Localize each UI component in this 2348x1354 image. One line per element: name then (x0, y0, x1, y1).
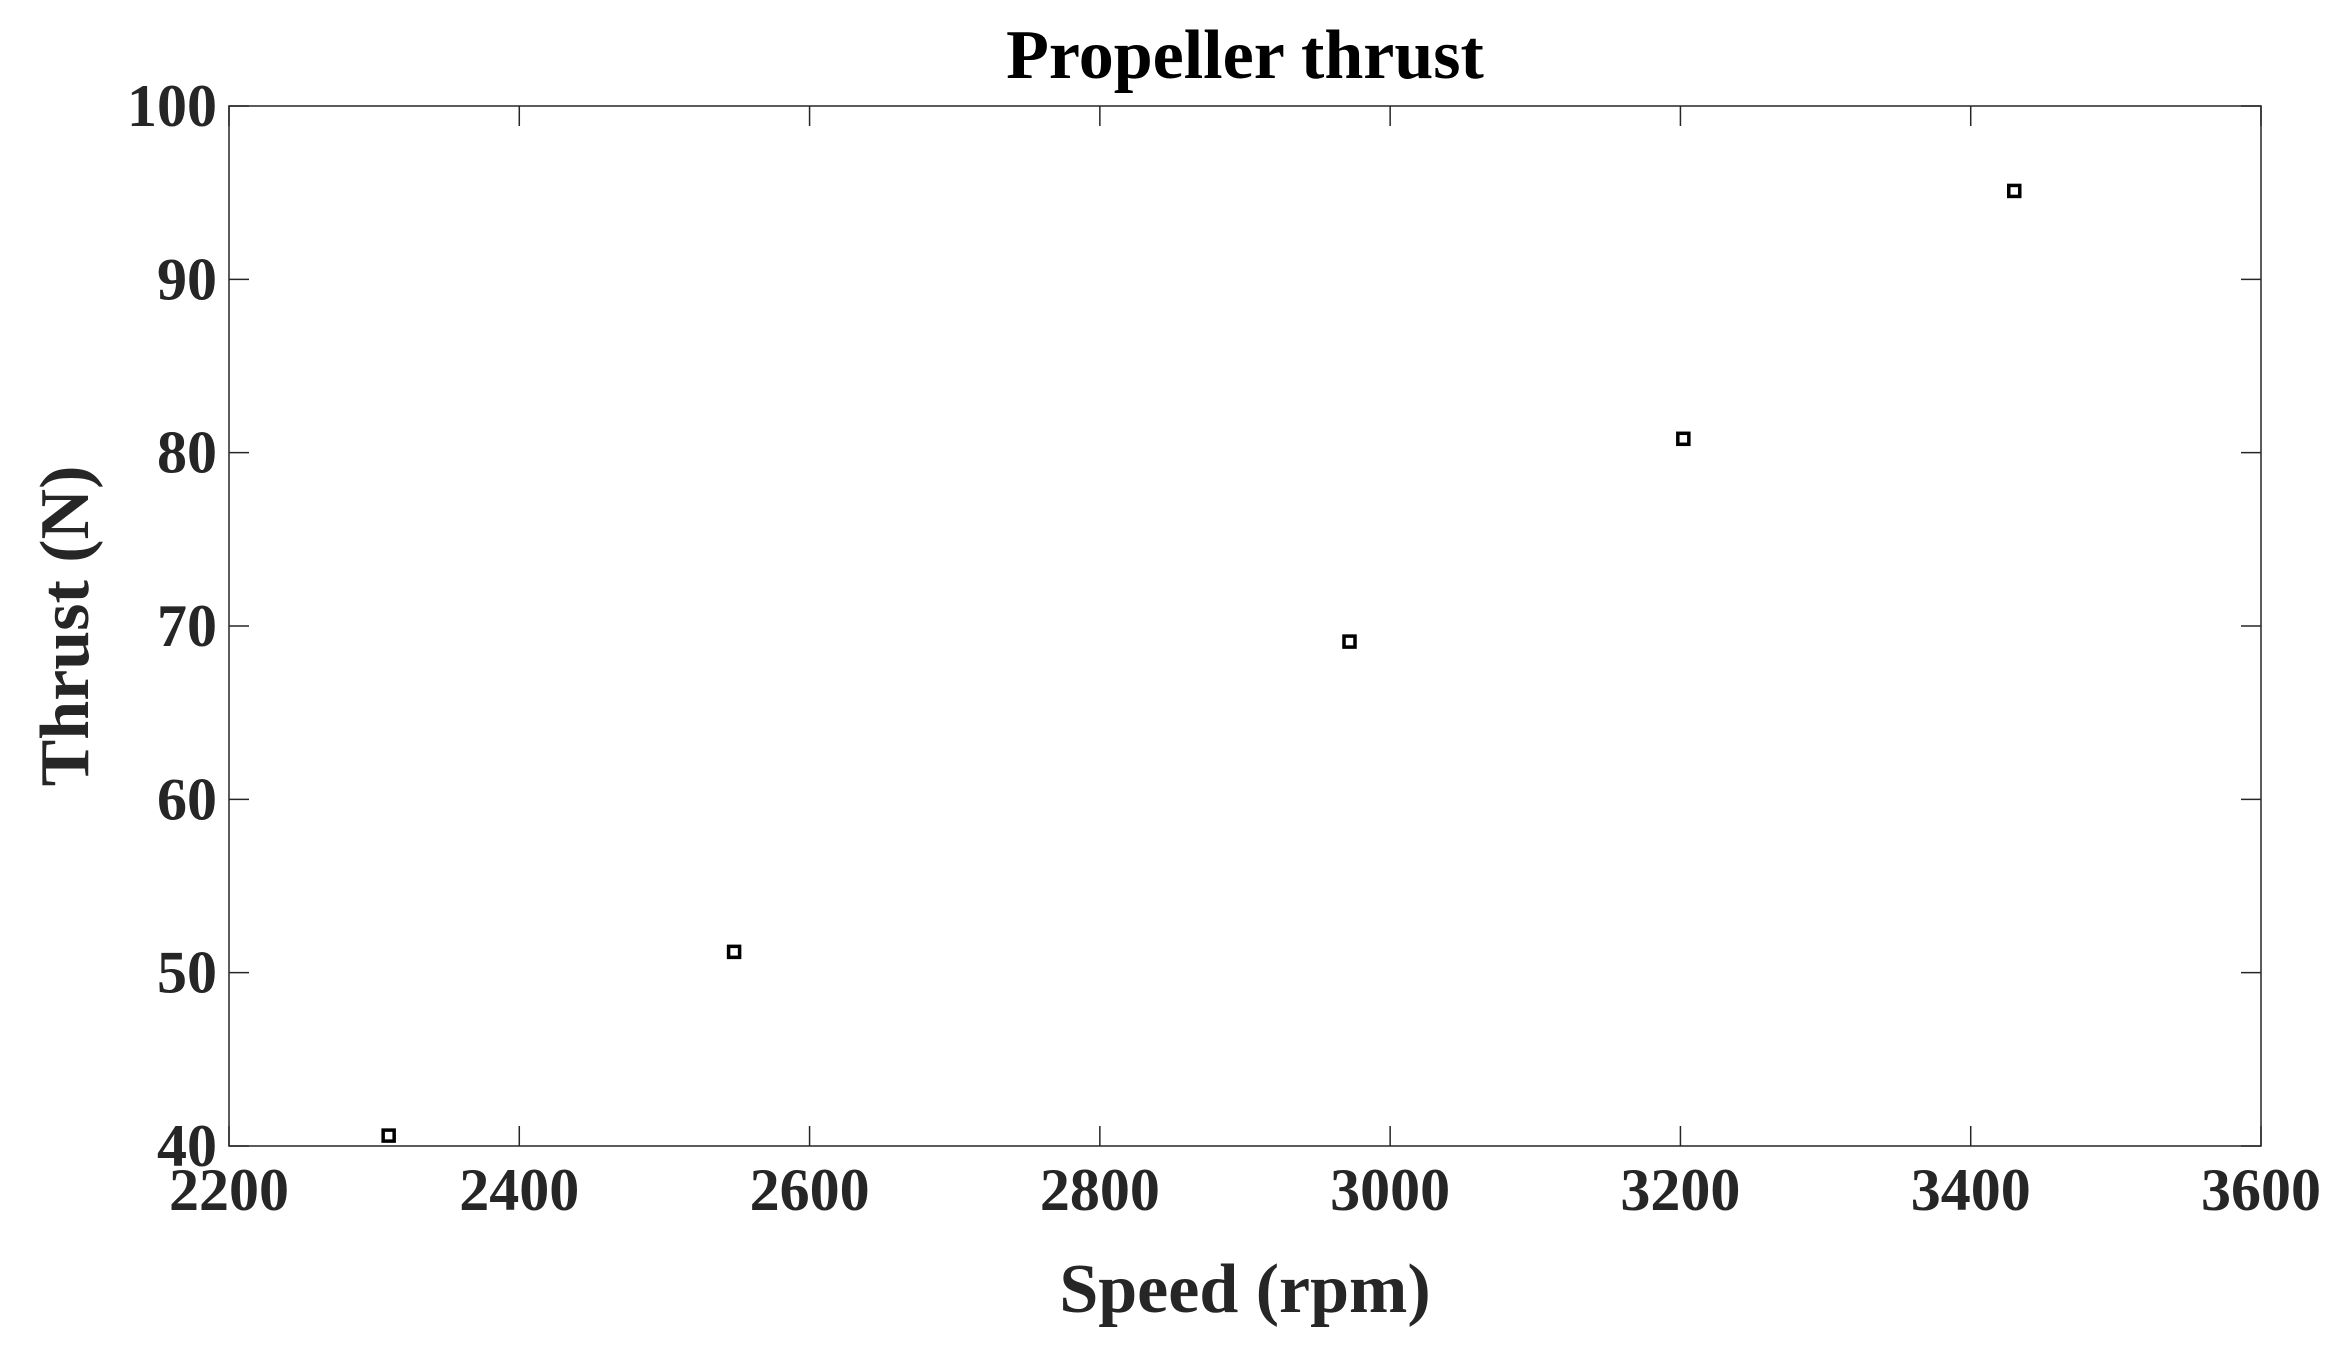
chart-title: Propeller thrust (1006, 17, 1484, 94)
data-point (2007, 183, 2022, 199)
x-tick-label: 3000 (1330, 1157, 1450, 1223)
data-point (1342, 634, 1357, 649)
x-tick-label: 2800 (1040, 1157, 1160, 1223)
y-tick-label: 90 (157, 246, 217, 312)
y-axis-label: Thrust (N) (27, 466, 104, 787)
y-tick-label: 60 (157, 766, 217, 832)
x-axis-label: Speed (rpm) (1059, 1251, 1430, 1328)
x-tick-label: 2400 (459, 1157, 579, 1223)
data-point (381, 1128, 396, 1143)
x-tick-label: 3400 (1911, 1157, 2031, 1223)
y-tick-label: 50 (157, 940, 217, 1006)
data-point (1676, 431, 1691, 447)
y-tick-label: 80 (157, 420, 217, 486)
y-axis: 40 50 60 70 80 90 100 (127, 73, 2261, 1179)
y-tick-label: 40 (157, 1113, 217, 1179)
x-tick-label: 3200 (1620, 1157, 1740, 1223)
x-tick-label: 3600 (2201, 1157, 2321, 1223)
y-tick-label: 70 (157, 593, 217, 659)
data-point (726, 944, 742, 960)
x-axis: 2200 2400 2600 2800 3000 3200 3400 3600 (169, 106, 2321, 1223)
x-tick-label: 2600 (750, 1157, 870, 1223)
data-series (381, 183, 2022, 1143)
plot-area (228, 105, 2262, 1147)
x-tick-label: 2200 (169, 1157, 289, 1223)
y-tick-label: 100 (127, 73, 217, 139)
